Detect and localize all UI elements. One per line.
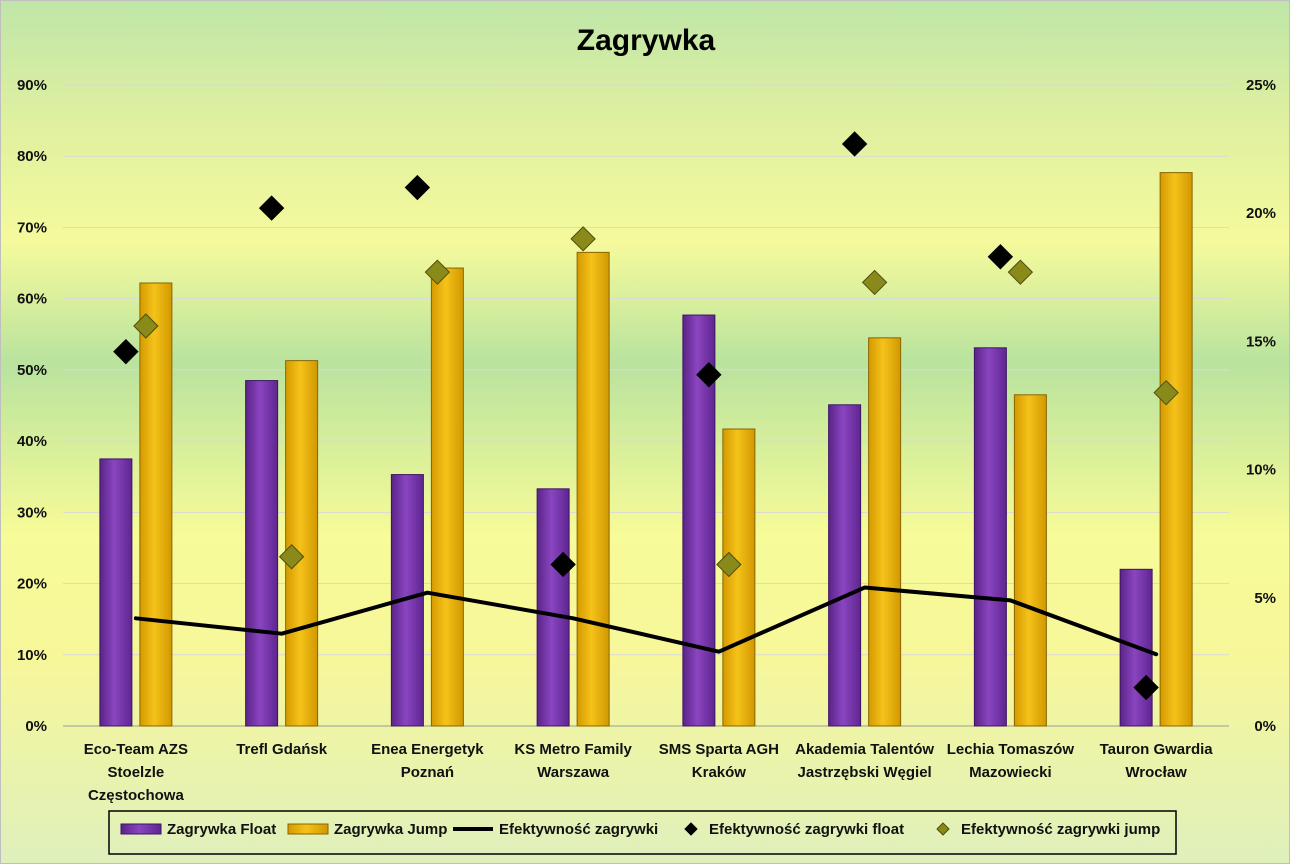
- marker-efektywnosc-jump: [861, 269, 888, 296]
- marker-efektywnosc-float: [987, 244, 1014, 270]
- bar-zagrywka-float: [536, 488, 570, 727]
- bar-zagrywka-float: [828, 404, 862, 727]
- y-right-tick-label: 15%: [1246, 333, 1276, 350]
- bar-zagrywka-jump: [285, 360, 319, 727]
- y-left-tick-label: 30%: [17, 504, 47, 521]
- x-category-label: KS Metro Family: [514, 741, 632, 758]
- bar-zagrywka-float: [245, 380, 279, 727]
- marker-efektywnosc-jump: [1007, 259, 1034, 285]
- marker-efektywnosc-float: [550, 551, 576, 578]
- x-category-label: Częstochowa: [88, 787, 185, 804]
- bar-zagrywka-jump: [868, 337, 902, 727]
- y-left-tick-label: 50%: [17, 362, 47, 379]
- x-category-label: Tauron Gwardia: [1100, 741, 1214, 758]
- y-left-tick-label: 10%: [17, 647, 47, 664]
- x-category-label: Wrocław: [1125, 764, 1187, 781]
- marker-efektywnosc-float: [113, 338, 139, 365]
- legend-box: [108, 810, 1177, 855]
- legend-label: Zagrywka Float: [167, 821, 276, 838]
- bar-zagrywka-jump: [430, 267, 464, 727]
- bar-zagrywka-jump: [1159, 172, 1193, 727]
- y-left-tick-label: 20%: [17, 576, 47, 593]
- bar-zagrywka-float: [99, 458, 133, 727]
- marker-efektywnosc-jump: [278, 544, 305, 570]
- x-category-label: Enea Energetyk: [371, 741, 484, 758]
- bar-zagrywka-float: [973, 347, 1007, 727]
- marker-efektywnosc-jump: [1153, 379, 1179, 406]
- marker-efektywnosc-jump: [133, 313, 159, 339]
- marker-efektywnosc-float: [258, 195, 285, 221]
- y-left-tick-label: 90%: [17, 77, 47, 94]
- marker-efektywnosc-jump: [424, 259, 451, 285]
- axes: 0% 10% 20% 30% 40% 50% 60% 70% 80% 90% 0% 5% 10% 15% 2…: [17, 77, 1276, 804]
- legend-swatch: [287, 823, 329, 835]
- y-left-tick-label: 70%: [17, 219, 47, 236]
- marker-series: [113, 131, 1179, 701]
- marker-efektywnosc-float: [1133, 674, 1159, 701]
- y-left-tick-label: 80%: [17, 148, 47, 165]
- y-right-tick-label: 10%: [1246, 462, 1276, 479]
- x-category-label: Kraków: [692, 764, 747, 781]
- y-left-tick-label: 60%: [17, 291, 47, 308]
- legend: Zagrywka Float Zagrywka Jump Efektywność z…: [108, 810, 1177, 855]
- legend-label: Zagrywka Jump: [334, 821, 447, 838]
- marker-efektywnosc-float: [841, 131, 868, 157]
- legend-swatch: [684, 822, 698, 836]
- legend-label: Efektywność zagrywki jump: [961, 821, 1160, 838]
- x-category-label: Warszawa: [537, 764, 610, 781]
- y-right-tick-label: 5%: [1254, 590, 1276, 607]
- x-category-label: SMS Sparta AGH: [659, 741, 779, 758]
- x-category-label: Akademia Talentów: [795, 741, 934, 758]
- legend-swatch: [936, 822, 950, 836]
- x-category-label: Jastrzębski Węgiel: [798, 764, 932, 781]
- y-right-tick-label: 0%: [1254, 718, 1276, 735]
- bar-zagrywka-jump: [576, 251, 610, 727]
- x-category-label: Lechia Tomaszów: [947, 741, 1075, 758]
- bar-zagrywka-jump: [139, 282, 173, 727]
- y-right-tick-label: 20%: [1246, 205, 1276, 222]
- y-right-tick-label: 25%: [1246, 77, 1276, 94]
- legend-label: Efektywność zagrywki: [499, 821, 658, 838]
- x-category-label: Trefl Gdańsk: [236, 741, 328, 758]
- marker-efektywnosc-float: [696, 362, 722, 388]
- bar-zagrywka-jump: [1013, 394, 1047, 727]
- y-left-tick-label: 0%: [25, 718, 47, 735]
- y-left-tick-label: 40%: [17, 433, 47, 450]
- legend-swatch: [120, 823, 162, 835]
- x-category-label: Stoelzle: [108, 764, 165, 781]
- bar-zagrywka-jump: [722, 428, 756, 727]
- line-series: [133, 585, 1159, 657]
- x-category-label: Eco-Team AZS: [84, 741, 188, 758]
- bars: [99, 172, 1193, 727]
- marker-efektywnosc-jump: [716, 551, 742, 578]
- chart-title: Zagrywka: [577, 24, 716, 57]
- marker-efektywnosc-jump: [570, 226, 596, 252]
- line-efektywnosc-zagrywki: [133, 585, 1159, 657]
- legend-label: Efektywność zagrywki float: [709, 821, 904, 838]
- marker-efektywnosc-float: [404, 174, 431, 201]
- x-category-label: Mazowiecki: [969, 764, 1052, 781]
- x-category-label: Poznań: [401, 764, 454, 781]
